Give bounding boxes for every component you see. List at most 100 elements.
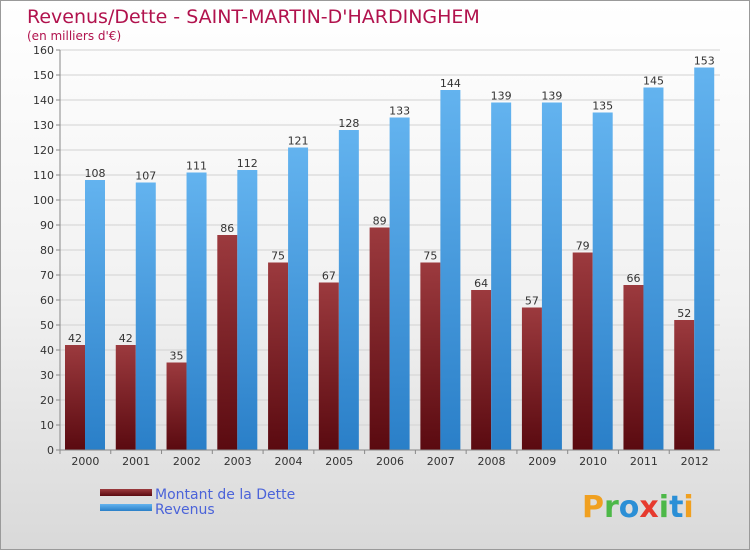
bar-dette — [572, 252, 593, 450]
bar-dette — [471, 290, 492, 450]
data-label: 57 — [525, 295, 539, 308]
bar-revenus — [541, 102, 562, 450]
data-label: 42 — [68, 332, 82, 345]
bar-dette — [623, 285, 644, 450]
x-tick-label: 2004 — [274, 455, 302, 468]
x-tick-label: 2007 — [427, 455, 455, 468]
x-tick-label: 2008 — [478, 455, 506, 468]
legend-swatch-debt — [100, 489, 152, 496]
bar-revenus — [694, 67, 715, 450]
bar-revenus — [592, 112, 613, 450]
y-tick-label: 70 — [40, 269, 54, 282]
logo-letter: P — [582, 490, 604, 525]
x-tick-label: 2006 — [376, 455, 404, 468]
data-label: 67 — [322, 270, 336, 283]
legend-label-revenus: Revenus — [155, 502, 215, 518]
bar-revenus — [237, 170, 258, 450]
bar-dette — [318, 282, 339, 450]
y-axis-ticks: 0 10 20 30 40 50 60 70 80 90 100 110 120 130 140 150 160 — [33, 44, 60, 457]
x-tick-label: 2009 — [528, 455, 556, 468]
bar-revenus — [389, 117, 410, 450]
data-label: 64 — [474, 277, 488, 290]
data-label: 135 — [592, 100, 613, 113]
y-tick-label: 150 — [33, 69, 54, 82]
y-tick-label: 30 — [40, 369, 54, 382]
logo-letter: i — [659, 490, 669, 525]
bar-dette — [521, 307, 542, 450]
data-label: 121 — [288, 135, 309, 148]
y-tick-label: 40 — [40, 344, 54, 357]
bar-revenus — [186, 172, 207, 450]
x-tick-label: 2005 — [325, 455, 353, 468]
bar-revenus — [338, 130, 359, 450]
y-tick-label: 20 — [40, 394, 54, 407]
data-label: 108 — [85, 167, 106, 180]
logo-letter: r — [604, 490, 619, 525]
data-label: 42 — [119, 332, 133, 345]
y-tick-label: 50 — [40, 319, 54, 332]
bar-revenus — [135, 182, 156, 450]
bar-revenus — [643, 87, 664, 450]
y-tick-label: 110 — [33, 169, 54, 182]
data-label: 35 — [170, 350, 184, 363]
bar-dette — [369, 227, 390, 450]
data-label: 112 — [237, 157, 258, 170]
logo-letter: x — [639, 490, 658, 525]
data-label: 79 — [576, 240, 590, 253]
y-tick-label: 120 — [33, 144, 54, 157]
chart-title: Revenus/Dette - SAINT-MARTIN-D'HARDINGHE… — [27, 6, 480, 28]
bar-dette — [115, 345, 136, 450]
bar-dette — [65, 345, 85, 450]
data-label: 133 — [389, 105, 410, 118]
x-tick-label: 2002 — [173, 455, 201, 468]
bar-dette — [674, 320, 695, 450]
legend-label-debt: Montant de la Dette — [155, 487, 295, 503]
y-tick-label: 0 — [47, 444, 54, 457]
bar-dette — [166, 362, 187, 450]
data-label: 75 — [271, 250, 285, 263]
data-label: 66 — [626, 272, 640, 285]
data-label: 128 — [338, 117, 359, 130]
y-tick-label: 80 — [40, 244, 54, 257]
data-label: 52 — [677, 307, 691, 320]
data-labels: 42 108 42 107 35 111 86 112 75 121 67 128 89 133 75 144… — [68, 55, 715, 363]
x-tick-label: 2003 — [224, 455, 252, 468]
data-label: 145 — [643, 75, 664, 88]
bar-dette — [268, 262, 289, 450]
bar-revenus — [288, 147, 309, 450]
y-tick-label: 140 — [33, 94, 54, 107]
legend-swatch-revenus — [100, 504, 152, 511]
x-tick-label: 2010 — [579, 455, 607, 468]
chart-subtitle: (en milliers d'€) — [27, 29, 121, 43]
data-label: 139 — [541, 90, 562, 103]
data-label: 153 — [694, 55, 715, 68]
y-tick-label: 160 — [33, 44, 54, 57]
logo-letter: t — [669, 490, 683, 525]
bar-dette — [217, 235, 238, 450]
data-label: 86 — [220, 222, 234, 235]
data-label: 89 — [373, 215, 387, 228]
x-tick-label: 2011 — [630, 455, 658, 468]
bar-revenus — [85, 180, 105, 450]
logo-letter: i — [683, 490, 693, 525]
x-tick-label: 2012 — [681, 455, 709, 468]
data-label: 139 — [491, 90, 512, 103]
proxiti-logo: Proxiti — [582, 490, 694, 525]
data-label: 75 — [423, 250, 437, 263]
data-label: 107 — [135, 170, 156, 183]
x-tick-label: 2001 — [122, 455, 150, 468]
x-axis-ticks: 2000 2001 2002 2003 2004 2005 2006 2007 2008 2009… — [59, 450, 709, 468]
logo-letter: o — [619, 490, 640, 525]
y-tick-label: 100 — [33, 194, 54, 207]
y-tick-label: 130 — [33, 119, 54, 132]
y-tick-label: 60 — [40, 294, 54, 307]
data-label: 111 — [186, 160, 207, 173]
bar-revenus — [491, 102, 512, 450]
legend: Montant de la Dette Revenus — [100, 487, 295, 518]
bar-dette — [420, 262, 441, 450]
y-tick-label: 90 — [40, 219, 54, 232]
bars — [65, 67, 715, 450]
x-tick-label: 2000 — [71, 455, 99, 468]
data-label: 144 — [440, 77, 461, 90]
